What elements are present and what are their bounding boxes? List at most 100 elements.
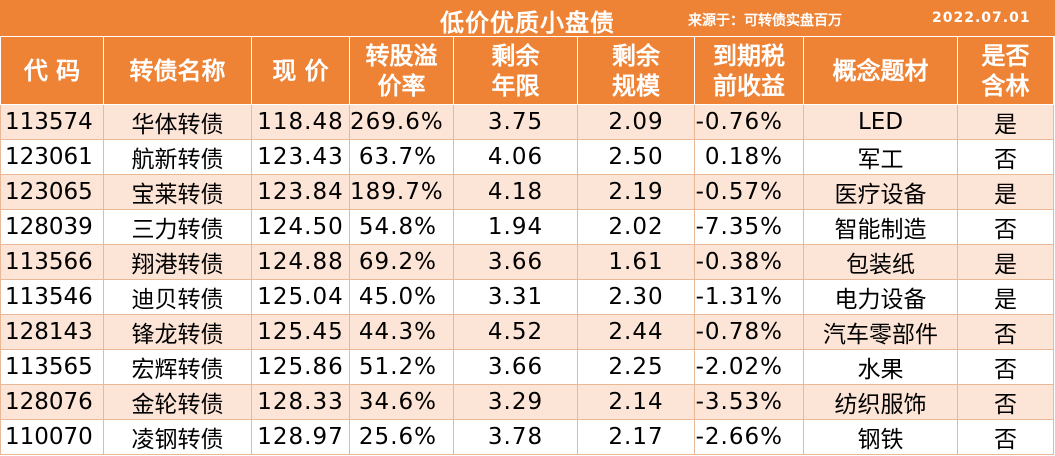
cell-price[interactable]: 125.04 bbox=[251, 279, 350, 315]
cell-years[interactable]: 4.52 bbox=[453, 314, 578, 350]
table-row[interactable]: 128039 三力转债 124.50 54.8% 1.94 2.02 -7.35% 智能制造否 bbox=[0, 209, 1054, 245]
column-header-name[interactable]: 转债名称 bbox=[103, 36, 252, 105]
column-header-scale[interactable]: 剩余 规模 bbox=[577, 36, 695, 105]
cell-premium[interactable]: 54.8% bbox=[349, 209, 454, 245]
cell-lin[interactable]: 是 bbox=[957, 244, 1054, 280]
cell-price[interactable]: 124.88 bbox=[251, 244, 350, 280]
cell-name[interactable]: 三力转债 bbox=[103, 209, 252, 245]
cell-years[interactable]: 3.29 bbox=[453, 384, 578, 420]
cell-concept[interactable]: 电力设备 bbox=[803, 279, 958, 315]
cell-code[interactable]: 123061 bbox=[0, 139, 104, 175]
cell-premium[interactable]: 189.7% bbox=[349, 174, 454, 210]
cell-name[interactable]: 翔港转债 bbox=[103, 244, 252, 280]
table-row[interactable]: 123065 宝莱转债 123.84 189.7% 4.18 2.19 -0.57% 医疗设备… bbox=[0, 174, 1054, 210]
cell-code[interactable]: 113574 bbox=[0, 104, 104, 140]
cell-lin[interactable]: 否 bbox=[957, 349, 1054, 385]
cell-premium[interactable]: 51.2% bbox=[349, 349, 454, 385]
cell-name[interactable]: 航新转债 bbox=[103, 139, 252, 175]
cell-years[interactable]: 3.66 bbox=[453, 244, 578, 280]
cell-name[interactable]: 迪贝转债 bbox=[103, 279, 252, 315]
table-row[interactable]: 113565 宏辉转债 125.86 51.2% 3.66 2.25 -2.02% 水果否 bbox=[0, 349, 1054, 385]
cell-code[interactable]: 110070 bbox=[0, 419, 104, 455]
cell-price[interactable]: 128.33 bbox=[251, 384, 350, 420]
cell-code[interactable]: 128039 bbox=[0, 209, 104, 245]
column-header-premium[interactable]: 转股溢 价率 bbox=[349, 36, 454, 105]
cell-concept[interactable]: 汽车零部件 bbox=[803, 314, 958, 350]
table-row[interactable]: 113574 华体转债 118.48 269.6% 3.75 2.09 -0.76% LED 是 bbox=[0, 104, 1054, 140]
cell-yield[interactable]: -0.38% bbox=[694, 244, 804, 280]
cell-scale[interactable]: 2.09 bbox=[577, 104, 695, 140]
cell-scale[interactable]: 2.19 bbox=[577, 174, 695, 210]
cell-years[interactable]: 3.31 bbox=[453, 279, 578, 315]
cell-code[interactable]: 113566 bbox=[0, 244, 104, 280]
cell-lin[interactable]: 否 bbox=[957, 139, 1054, 175]
cell-lin[interactable]: 是 bbox=[957, 174, 1054, 210]
table-row[interactable]: 128143 锋龙转债 125.45 44.3% 4.52 2.44 -0.78% 汽车零部件… bbox=[0, 314, 1054, 350]
cell-scale[interactable]: 1.61 bbox=[577, 244, 695, 280]
cell-lin[interactable]: 否 bbox=[957, 384, 1054, 420]
cell-scale[interactable]: 2.17 bbox=[577, 419, 695, 455]
cell-scale[interactable]: 2.50 bbox=[577, 139, 695, 175]
table-row[interactable]: 113546 迪贝转债 125.04 45.0% 3.31 2.30 -1.31% 电力设备是 bbox=[0, 279, 1054, 315]
cell-premium[interactable]: 269.6% bbox=[349, 104, 454, 140]
cell-scale[interactable]: 2.14 bbox=[577, 384, 695, 420]
column-header-yield[interactable]: 到期税 前收益 bbox=[694, 36, 804, 105]
column-header-code[interactable]: 代 码 bbox=[0, 36, 104, 105]
cell-premium[interactable]: 44.3% bbox=[349, 314, 454, 350]
cell-years[interactable]: 3.78 bbox=[453, 419, 578, 455]
table-row[interactable]: 113566 翔港转债 124.88 69.2% 3.66 1.61 -0.38% 包装纸是 bbox=[0, 244, 1054, 280]
cell-concept[interactable]: 水果 bbox=[803, 349, 958, 385]
cell-lin[interactable]: 是 bbox=[957, 104, 1054, 140]
cell-name[interactable]: 金轮转债 bbox=[103, 384, 252, 420]
cell-concept[interactable]: 医疗设备 bbox=[803, 174, 958, 210]
cell-yield[interactable]: -3.53% bbox=[694, 384, 804, 420]
cell-name[interactable]: 宝莱转债 bbox=[103, 174, 252, 210]
cell-code[interactable]: 128076 bbox=[0, 384, 104, 420]
cell-years[interactable]: 1.94 bbox=[453, 209, 578, 245]
column-header-lin[interactable]: 是否 含林 bbox=[957, 36, 1054, 105]
cell-yield[interactable]: -2.02% bbox=[694, 349, 804, 385]
cell-yield[interactable]: -7.35% bbox=[694, 209, 804, 245]
cell-name[interactable]: 凌钢转债 bbox=[103, 419, 252, 455]
cell-scale[interactable]: 2.30 bbox=[577, 279, 695, 315]
cell-price[interactable]: 128.97 bbox=[251, 419, 350, 455]
cell-years[interactable]: 4.06 bbox=[453, 139, 578, 175]
cell-yield[interactable]: -1.31% bbox=[694, 279, 804, 315]
column-header-years[interactable]: 剩余 年限 bbox=[453, 36, 578, 105]
cell-concept[interactable]: 军工 bbox=[803, 139, 958, 175]
cell-price[interactable]: 123.84 bbox=[251, 174, 350, 210]
cell-concept[interactable]: 钢铁 bbox=[803, 419, 958, 455]
cell-name[interactable]: 宏辉转债 bbox=[103, 349, 252, 385]
cell-years[interactable]: 3.75 bbox=[453, 104, 578, 140]
cell-name[interactable]: 锋龙转债 bbox=[103, 314, 252, 350]
table-row[interactable]: 110070 凌钢转债 128.97 25.6% 3.78 2.17 -2.66% 钢铁否 bbox=[0, 419, 1054, 455]
cell-years[interactable]: 3.66 bbox=[453, 349, 578, 385]
cell-premium[interactable]: 34.6% bbox=[349, 384, 454, 420]
cell-lin[interactable]: 否 bbox=[957, 209, 1054, 245]
cell-code[interactable]: 113565 bbox=[0, 349, 104, 385]
cell-premium[interactable]: 63.7% bbox=[349, 139, 454, 175]
cell-name[interactable]: 华体转债 bbox=[103, 104, 252, 140]
cell-yield[interactable]: -0.76% bbox=[694, 104, 804, 140]
cell-concept[interactable]: 包装纸 bbox=[803, 244, 958, 280]
cell-scale[interactable]: 2.25 bbox=[577, 349, 695, 385]
table-row[interactable]: 123061 航新转债 123.43 63.7% 4.06 2.50 0.18% 军工否 bbox=[0, 139, 1054, 175]
cell-price[interactable]: 118.48 bbox=[251, 104, 350, 140]
cell-lin[interactable]: 是 bbox=[957, 279, 1054, 315]
cell-lin[interactable]: 否 bbox=[957, 314, 1054, 350]
cell-price[interactable]: 124.50 bbox=[251, 209, 350, 245]
table-row[interactable]: 128076 金轮转债 128.33 34.6% 3.29 2.14 -3.53% 纺织服饰否 bbox=[0, 384, 1054, 420]
cell-yield[interactable]: -0.57% bbox=[694, 174, 804, 210]
cell-premium[interactable]: 45.0% bbox=[349, 279, 454, 315]
cell-premium[interactable]: 69.2% bbox=[349, 244, 454, 280]
cell-scale[interactable]: 2.02 bbox=[577, 209, 695, 245]
cell-yield[interactable]: -2.66% bbox=[694, 419, 804, 455]
cell-years[interactable]: 4.18 bbox=[453, 174, 578, 210]
cell-price[interactable]: 123.43 bbox=[251, 139, 350, 175]
cell-concept[interactable]: LED bbox=[803, 104, 958, 140]
cell-premium[interactable]: 25.6% bbox=[349, 419, 454, 455]
column-header-price[interactable]: 现 价 bbox=[251, 36, 350, 105]
cell-code[interactable]: 113546 bbox=[0, 279, 104, 315]
cell-yield[interactable]: 0.18% bbox=[694, 139, 804, 175]
cell-price[interactable]: 125.86 bbox=[251, 349, 350, 385]
